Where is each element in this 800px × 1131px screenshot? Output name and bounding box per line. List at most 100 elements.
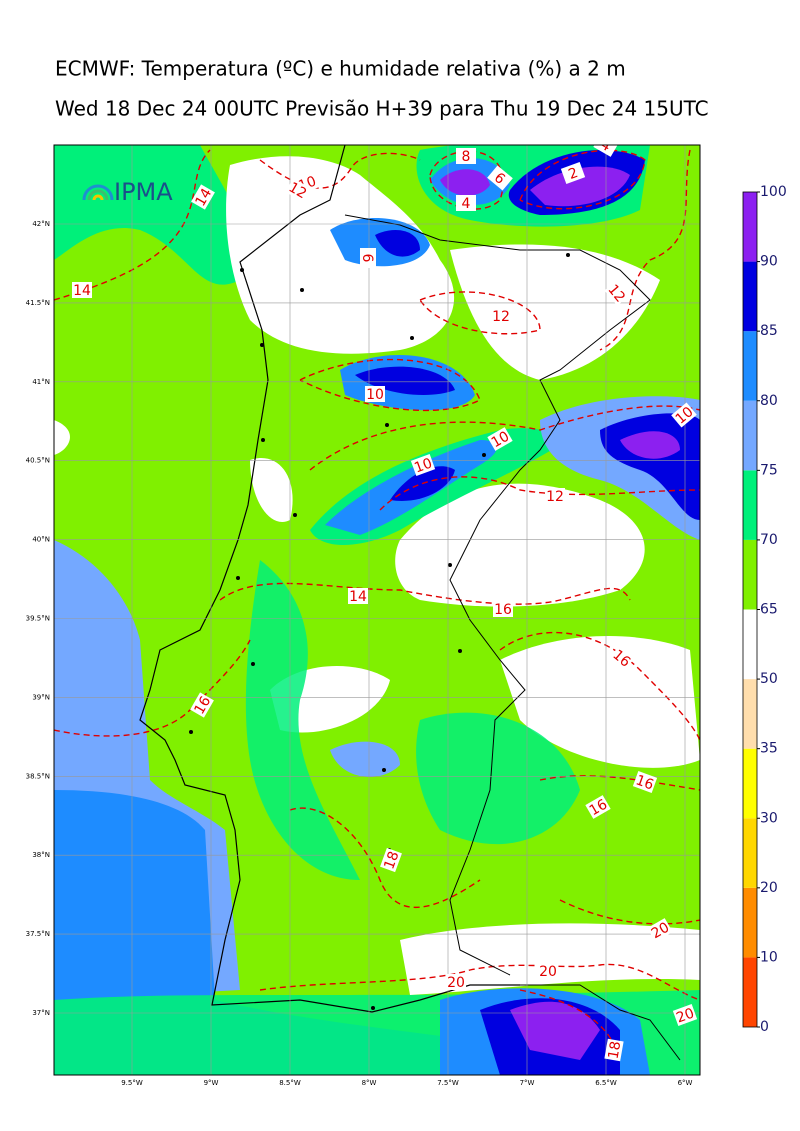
contour-label-bg xyxy=(647,918,673,942)
humidity-50 xyxy=(395,483,645,607)
map-frame xyxy=(53,144,701,1076)
border xyxy=(344,214,651,976)
humidity-50 xyxy=(500,636,700,768)
contour-label: 4 xyxy=(456,195,476,212)
contour-label-bg xyxy=(348,588,368,604)
colorbar-tick-label: 70 xyxy=(760,532,778,548)
contour-label: 6 xyxy=(359,248,376,268)
city xyxy=(410,336,414,340)
logo: IPMA xyxy=(82,178,173,206)
contour-line xyxy=(259,963,700,1001)
contour-label-text: 16 xyxy=(191,694,214,718)
humidity-90 xyxy=(510,1001,600,1060)
humidity-90 xyxy=(440,169,490,196)
contour-label: 12 xyxy=(285,178,311,202)
contour-label-bg xyxy=(671,402,697,428)
contour-label-text: 4 xyxy=(598,137,614,155)
colorbar: 0 10 20 30 35 50 65 70 75 80 85 90 100 xyxy=(742,184,787,1035)
contour-label-text: 10 xyxy=(412,455,434,476)
contour-label-bg xyxy=(410,454,436,476)
contour-line xyxy=(289,807,481,909)
contour-line xyxy=(429,150,504,210)
city xyxy=(371,1006,375,1010)
lon-tick-label: 9°W xyxy=(204,1079,219,1087)
contour-label-bg xyxy=(609,645,635,671)
contour-label-text: 18 xyxy=(381,849,402,871)
city xyxy=(458,649,462,653)
colorbar-tick-label: 10 xyxy=(760,949,778,965)
lat-tick-label: 42°N xyxy=(32,220,50,228)
city xyxy=(566,253,570,257)
contour-label-bg xyxy=(593,145,619,157)
contour-label: 2 xyxy=(560,162,586,184)
contour-label-bg xyxy=(487,165,513,191)
contour-label-text: 16 xyxy=(587,796,611,819)
humidity-90 xyxy=(620,431,680,459)
colorbar-segment xyxy=(743,679,757,749)
humidity-70 xyxy=(54,145,247,285)
contour-label: 12 xyxy=(491,308,511,325)
colorbar-segment xyxy=(743,748,757,819)
city xyxy=(260,343,264,347)
contour-label-text: 12 xyxy=(546,489,564,505)
contour-line xyxy=(599,149,691,351)
contour-line xyxy=(539,775,700,791)
lat-tick-label: 40.5°N xyxy=(26,457,50,465)
logo-arc xyxy=(87,189,109,201)
lon-tick-label: 7.5°W xyxy=(437,1079,459,1087)
contour-label: 8 xyxy=(456,148,476,165)
contour-label: 16 xyxy=(190,692,214,718)
colorbar-tick-label: 50 xyxy=(760,671,778,687)
contour-line xyxy=(499,631,700,741)
humidity-50 xyxy=(250,458,293,522)
colorbar-tick-label: 30 xyxy=(760,810,778,826)
contour-label: 20 xyxy=(647,918,673,942)
contour-label-bg xyxy=(72,282,92,298)
colorbar-tick-label: 85 xyxy=(760,323,778,339)
contour-label-text: 14 xyxy=(73,283,91,299)
contour-label-bg xyxy=(604,280,630,306)
colorbar-segment xyxy=(743,818,757,888)
coastline xyxy=(139,145,520,1013)
lat-tick-label: 41°N xyxy=(32,378,50,386)
contour-label-bg xyxy=(456,195,476,211)
lat-tick-label: 39.5°N xyxy=(26,615,50,623)
colorbar-segment xyxy=(743,470,757,540)
contour-label-bg xyxy=(380,847,402,873)
contour-line xyxy=(299,358,481,412)
contour-label-bg xyxy=(360,248,376,268)
colorbar-tick-label: 65 xyxy=(760,602,778,618)
lat-tick-label: 38.5°N xyxy=(26,772,50,780)
contour-label-text: 16 xyxy=(494,602,512,618)
contour-label-bg xyxy=(585,795,611,819)
humidity-70 xyxy=(245,560,360,880)
contour-line xyxy=(559,899,700,925)
contour-label: 6 xyxy=(487,165,513,191)
contour-label-text: 10 xyxy=(366,387,384,403)
colorbar-tick-label: 90 xyxy=(760,254,778,270)
contour-label-bg xyxy=(604,1038,624,1062)
contour-label: 20 xyxy=(672,1004,698,1027)
lon-tick-label: 6.5°W xyxy=(595,1079,617,1087)
contour-label-text: 14 xyxy=(192,186,215,210)
contour-line xyxy=(54,149,211,301)
contour-label-bg xyxy=(365,386,385,402)
lat-tick-label: 37.5°N xyxy=(26,930,50,938)
lon-tick-label: 8°W xyxy=(362,1079,377,1087)
contour-label: 16 xyxy=(493,601,513,618)
contour-label: 12 xyxy=(545,488,565,505)
coastline xyxy=(520,984,681,1061)
contour-label-text: 8 xyxy=(462,149,471,165)
contour-label-text: 6 xyxy=(359,254,375,263)
humidity-75 xyxy=(330,741,400,777)
colorbar-tick-label: 20 xyxy=(760,880,778,896)
colorbar-segment xyxy=(743,331,757,401)
contour-label-bg xyxy=(456,148,476,164)
lon-tick-label: 9.5°W xyxy=(121,1079,143,1087)
contour-label-text: 16 xyxy=(634,772,656,793)
city xyxy=(240,268,244,272)
contour-label-bg xyxy=(191,184,215,210)
